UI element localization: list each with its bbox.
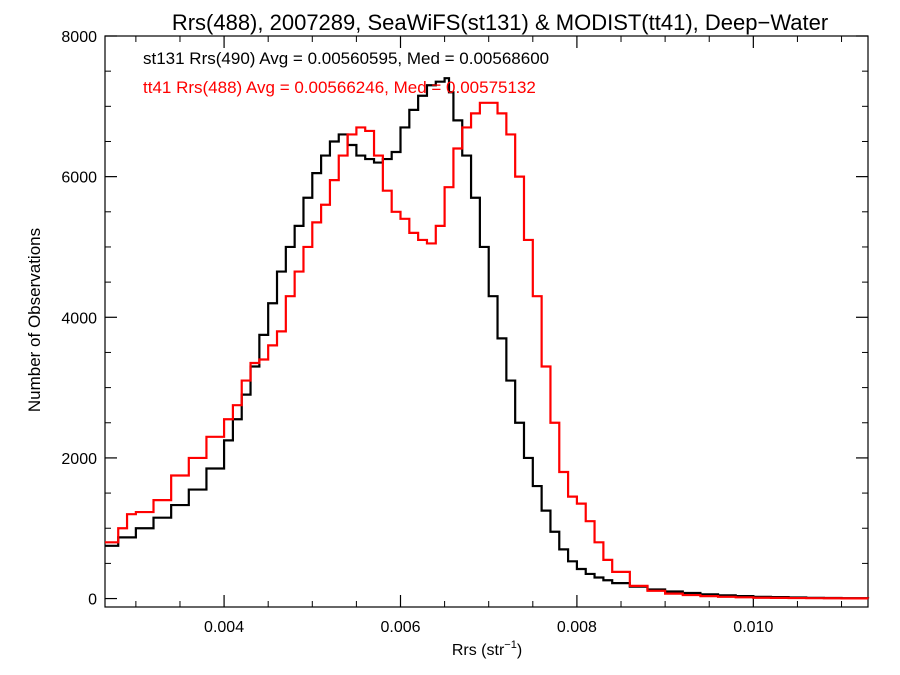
axis-ticks: [105, 35, 868, 607]
legend-annotation-tt41: tt41 Rrs(488) Avg = 0.00566246, Med = 0.…: [143, 78, 536, 97]
y-tick-label: 8000: [61, 29, 97, 46]
series-line-tt41: [105, 101, 870, 600]
x-tick-label: 0.008: [557, 619, 597, 636]
plot-area-frame: [104, 35, 869, 608]
x-tick-label: 0.004: [204, 619, 244, 636]
axis-tick-labels: 0.004 0.006 0.008 0.010 0 2000 4000 6000 8000: [61, 29, 773, 636]
series-layer: [105, 77, 870, 600]
y-axis-label: Number of Observations: [25, 228, 44, 412]
legend-annotation-st131: st131 Rrs(490) Avg = 0.00560595, Med = 0…: [143, 49, 549, 68]
plot-border: [104, 35, 869, 608]
x-axis-label-close: ): [517, 642, 522, 659]
x-axis-label: Rrs (str−1): [452, 639, 522, 659]
series-line-st131: [105, 77, 870, 600]
x-axis-label-main: Rrs (str: [452, 642, 505, 659]
y-tick-label: 0: [88, 592, 97, 609]
y-tick-label: 2000: [61, 451, 97, 468]
y-tick-label: 4000: [61, 310, 97, 327]
x-tick-label: 0.006: [380, 619, 420, 636]
y-tick-label: 6000: [61, 170, 97, 187]
chart-title: Rrs(488), 2007289, SeaWiFS(st131) & MODI…: [172, 10, 828, 35]
x-axis-label-exponent: −1: [504, 639, 517, 651]
x-tick-label: 0.010: [733, 619, 773, 636]
